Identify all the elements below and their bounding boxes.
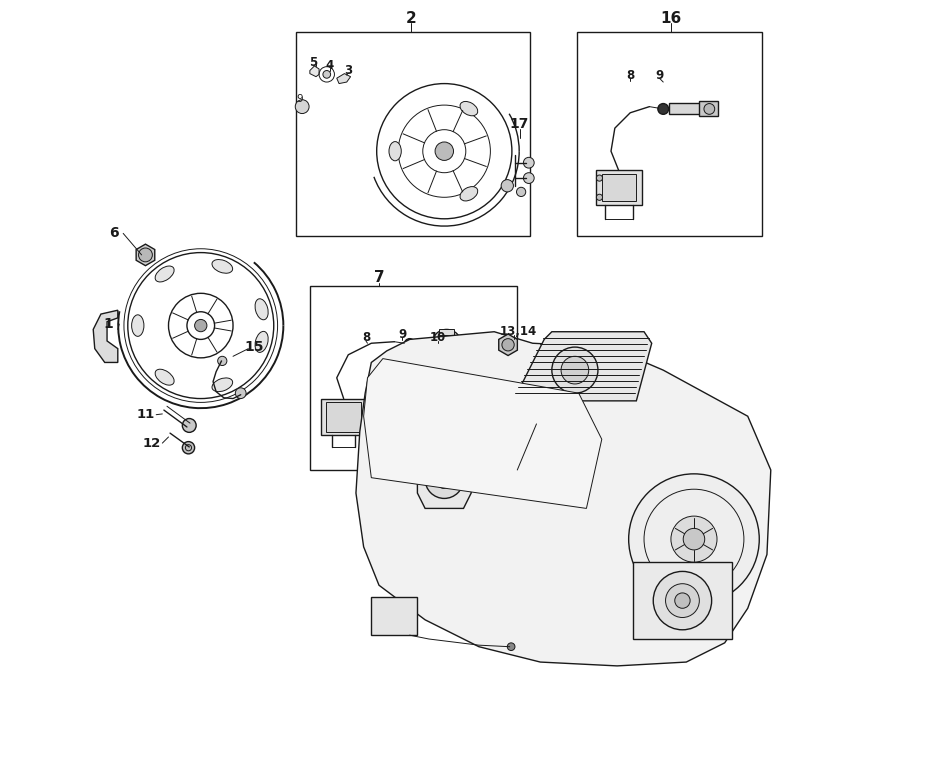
Polygon shape xyxy=(356,332,770,666)
Text: 6: 6 xyxy=(109,227,119,241)
Circle shape xyxy=(195,319,207,332)
Polygon shape xyxy=(438,329,454,335)
Ellipse shape xyxy=(255,332,268,352)
Bar xyxy=(372,597,417,635)
Circle shape xyxy=(629,474,759,604)
Bar xyxy=(578,32,762,236)
Bar xyxy=(699,101,717,116)
Bar xyxy=(602,174,636,201)
Bar xyxy=(632,562,732,639)
Circle shape xyxy=(502,180,514,192)
Polygon shape xyxy=(310,66,319,76)
Circle shape xyxy=(435,142,453,160)
Bar xyxy=(596,170,641,205)
Text: 1: 1 xyxy=(104,317,113,331)
Circle shape xyxy=(561,356,589,384)
Circle shape xyxy=(675,593,690,608)
Ellipse shape xyxy=(132,315,144,336)
Text: 11: 11 xyxy=(136,408,155,421)
Text: 10: 10 xyxy=(430,332,446,345)
Text: 9: 9 xyxy=(398,328,406,341)
Circle shape xyxy=(438,335,455,352)
Ellipse shape xyxy=(155,266,174,282)
Text: 7: 7 xyxy=(374,271,385,285)
Circle shape xyxy=(671,516,717,562)
Bar xyxy=(416,338,443,349)
Circle shape xyxy=(296,99,309,113)
Circle shape xyxy=(524,157,534,168)
Text: 16: 16 xyxy=(660,11,681,25)
Ellipse shape xyxy=(212,378,233,392)
Ellipse shape xyxy=(460,187,477,201)
Text: 15: 15 xyxy=(245,340,264,354)
Circle shape xyxy=(666,584,699,618)
Ellipse shape xyxy=(155,369,174,386)
Circle shape xyxy=(235,388,246,399)
Circle shape xyxy=(435,470,453,489)
Circle shape xyxy=(704,103,715,114)
Polygon shape xyxy=(136,244,155,266)
Circle shape xyxy=(404,338,415,349)
Text: 3: 3 xyxy=(344,64,352,77)
Bar xyxy=(326,402,362,432)
Bar xyxy=(296,32,530,236)
Circle shape xyxy=(516,187,526,197)
Text: 8: 8 xyxy=(626,69,634,82)
Polygon shape xyxy=(337,73,350,83)
Circle shape xyxy=(596,194,603,200)
Circle shape xyxy=(425,460,464,498)
Circle shape xyxy=(502,338,514,351)
Circle shape xyxy=(432,329,462,359)
Circle shape xyxy=(658,103,668,114)
Circle shape xyxy=(422,341,428,347)
Text: 5: 5 xyxy=(309,56,317,69)
Bar xyxy=(310,285,517,470)
Ellipse shape xyxy=(255,299,268,320)
Ellipse shape xyxy=(389,142,401,161)
Text: 17: 17 xyxy=(510,117,529,131)
Circle shape xyxy=(183,442,195,454)
Circle shape xyxy=(138,248,152,262)
Text: 8: 8 xyxy=(362,332,370,345)
Polygon shape xyxy=(417,451,471,508)
Bar xyxy=(669,103,700,114)
Polygon shape xyxy=(94,310,118,362)
Polygon shape xyxy=(363,359,602,508)
Ellipse shape xyxy=(212,260,233,273)
Text: 13,14: 13,14 xyxy=(501,325,538,338)
Bar xyxy=(322,399,366,436)
Circle shape xyxy=(183,419,197,433)
Circle shape xyxy=(596,175,603,181)
Circle shape xyxy=(552,347,598,393)
Circle shape xyxy=(524,173,534,183)
Text: 9: 9 xyxy=(655,69,664,82)
Text: 12: 12 xyxy=(143,436,160,449)
Text: 9: 9 xyxy=(297,94,303,104)
Circle shape xyxy=(507,643,515,651)
Polygon shape xyxy=(499,334,517,355)
Circle shape xyxy=(218,356,227,365)
Circle shape xyxy=(323,70,331,78)
Circle shape xyxy=(683,528,705,550)
Ellipse shape xyxy=(460,102,477,116)
Circle shape xyxy=(654,571,712,630)
Text: 4: 4 xyxy=(325,59,334,72)
Polygon shape xyxy=(514,332,652,401)
Text: 2: 2 xyxy=(406,11,416,25)
Polygon shape xyxy=(438,353,454,359)
